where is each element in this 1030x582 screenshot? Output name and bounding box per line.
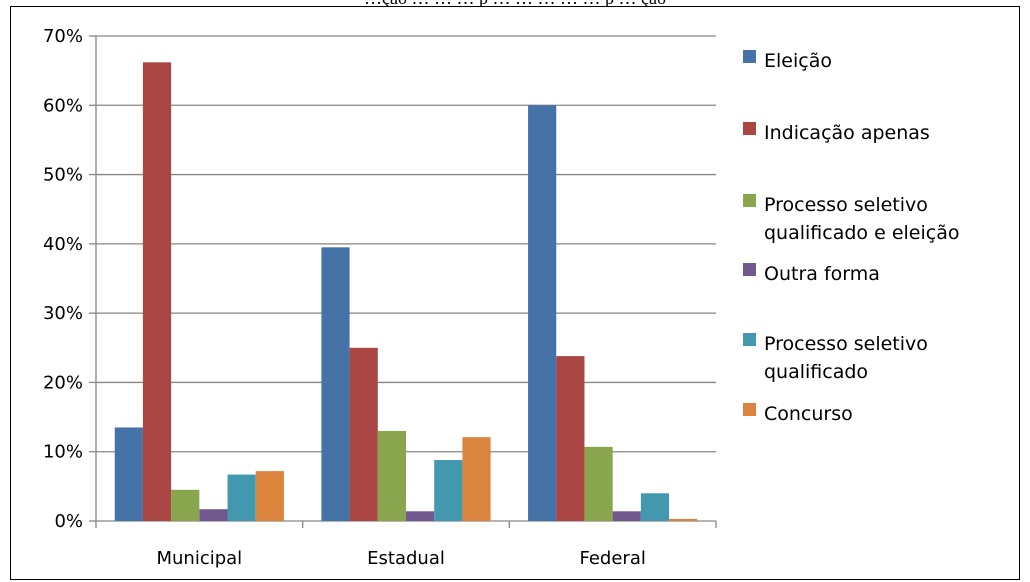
bar bbox=[528, 105, 557, 522]
legend-label: qualificado bbox=[764, 361, 868, 383]
legend-label: Concurso bbox=[764, 403, 853, 425]
bar bbox=[462, 437, 491, 521]
bar bbox=[612, 511, 641, 521]
legend-label: Eleição bbox=[764, 50, 832, 72]
legend-label: qualificado e eleição bbox=[764, 222, 959, 244]
bar bbox=[556, 356, 585, 521]
y-tick-label: 0% bbox=[54, 511, 83, 532]
bar bbox=[227, 474, 256, 521]
bars bbox=[114, 62, 698, 522]
y-tick-label: 40% bbox=[43, 234, 83, 255]
legend-label: Indicação apenas bbox=[764, 122, 930, 144]
legend-swatch bbox=[743, 263, 756, 276]
y-tick-label: 60% bbox=[43, 95, 83, 116]
bar bbox=[669, 518, 698, 521]
bar bbox=[114, 427, 143, 521]
bar bbox=[171, 489, 200, 521]
gridlines bbox=[96, 35, 716, 453]
y-tick-label: 70% bbox=[43, 26, 83, 47]
axis-labels: 0% 10% 20% 30% 40% 50% 60% 70% Municipal Estadual… bbox=[43, 26, 646, 569]
y-tick-label: 50% bbox=[43, 165, 83, 186]
legend-label: Processo seletivo bbox=[764, 333, 928, 355]
y-tick-label: 30% bbox=[43, 303, 83, 324]
chart-caption-clipped: …ção … … … p … … … … … p … ção bbox=[0, 0, 1030, 9]
legend-label: Outra forma bbox=[764, 263, 880, 285]
legend-swatch bbox=[743, 122, 756, 135]
chart-frame: 0% 10% 20% 30% 40% 50% 60% 70% Municipal Estadual… bbox=[10, 6, 1020, 580]
bar bbox=[255, 471, 284, 521]
legend-swatch bbox=[743, 403, 756, 416]
bar bbox=[377, 430, 406, 521]
bar-chart: 0% 10% 20% 30% 40% 50% 60% 70% Municipal Estadual… bbox=[43, 26, 959, 569]
bar bbox=[349, 347, 378, 521]
bar bbox=[142, 62, 172, 521]
bar bbox=[584, 446, 613, 521]
legend-swatch bbox=[743, 194, 756, 207]
y-tick-label: 20% bbox=[43, 372, 83, 393]
x-category-label: Estadual bbox=[367, 548, 445, 569]
y-tick-label: 10% bbox=[43, 442, 83, 463]
bar bbox=[321, 247, 350, 522]
legend-label: Processo seletivo bbox=[764, 194, 928, 216]
bar bbox=[199, 509, 228, 521]
bar bbox=[640, 493, 670, 521]
bar bbox=[406, 511, 435, 521]
x-category-label: Municipal bbox=[156, 548, 242, 569]
legend-swatch bbox=[743, 333, 756, 346]
bar bbox=[434, 460, 463, 521]
legend: Eleição Indicação apenas Processo seletivo… bbox=[743, 50, 959, 425]
legend-swatch bbox=[743, 50, 756, 63]
x-category-label: Federal bbox=[579, 548, 645, 569]
